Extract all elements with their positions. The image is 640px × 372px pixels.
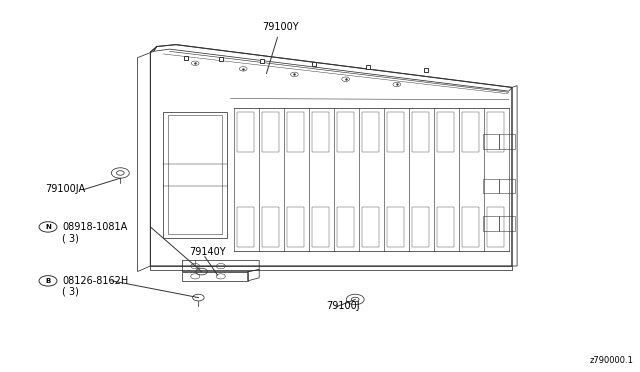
Bar: [412, 112, 429, 152]
Bar: [499, 134, 515, 149]
Bar: [483, 216, 499, 231]
Bar: [237, 112, 254, 152]
Bar: [499, 179, 515, 193]
Text: 79100J: 79100J: [326, 301, 360, 311]
Bar: [168, 115, 222, 234]
Bar: [487, 112, 504, 152]
Bar: [287, 112, 304, 152]
Bar: [262, 112, 279, 152]
Text: 79140Y: 79140Y: [189, 247, 225, 257]
Text: 08918-1081A: 08918-1081A: [62, 222, 127, 232]
Bar: [437, 112, 454, 152]
Bar: [387, 112, 404, 152]
Bar: [362, 112, 380, 152]
Bar: [487, 207, 504, 247]
Bar: [362, 207, 380, 247]
Bar: [287, 207, 304, 247]
Text: 79100JA: 79100JA: [45, 183, 85, 193]
Bar: [483, 179, 499, 193]
Bar: [312, 207, 329, 247]
Bar: [412, 207, 429, 247]
Bar: [483, 134, 499, 149]
Text: ( 3): ( 3): [62, 233, 79, 243]
Bar: [462, 207, 479, 247]
Bar: [387, 207, 404, 247]
Bar: [337, 112, 354, 152]
Bar: [337, 207, 354, 247]
Text: 79100Y: 79100Y: [262, 22, 299, 74]
Bar: [437, 207, 454, 247]
Text: N: N: [45, 224, 51, 230]
Text: z790000.1: z790000.1: [589, 356, 634, 365]
Bar: [499, 216, 515, 231]
Text: ( 3): ( 3): [62, 287, 79, 297]
Text: B: B: [45, 278, 51, 284]
Bar: [312, 112, 329, 152]
Text: 08126-8162H: 08126-8162H: [62, 276, 129, 286]
Bar: [237, 207, 254, 247]
Bar: [163, 112, 227, 238]
Bar: [462, 112, 479, 152]
Bar: [262, 207, 279, 247]
